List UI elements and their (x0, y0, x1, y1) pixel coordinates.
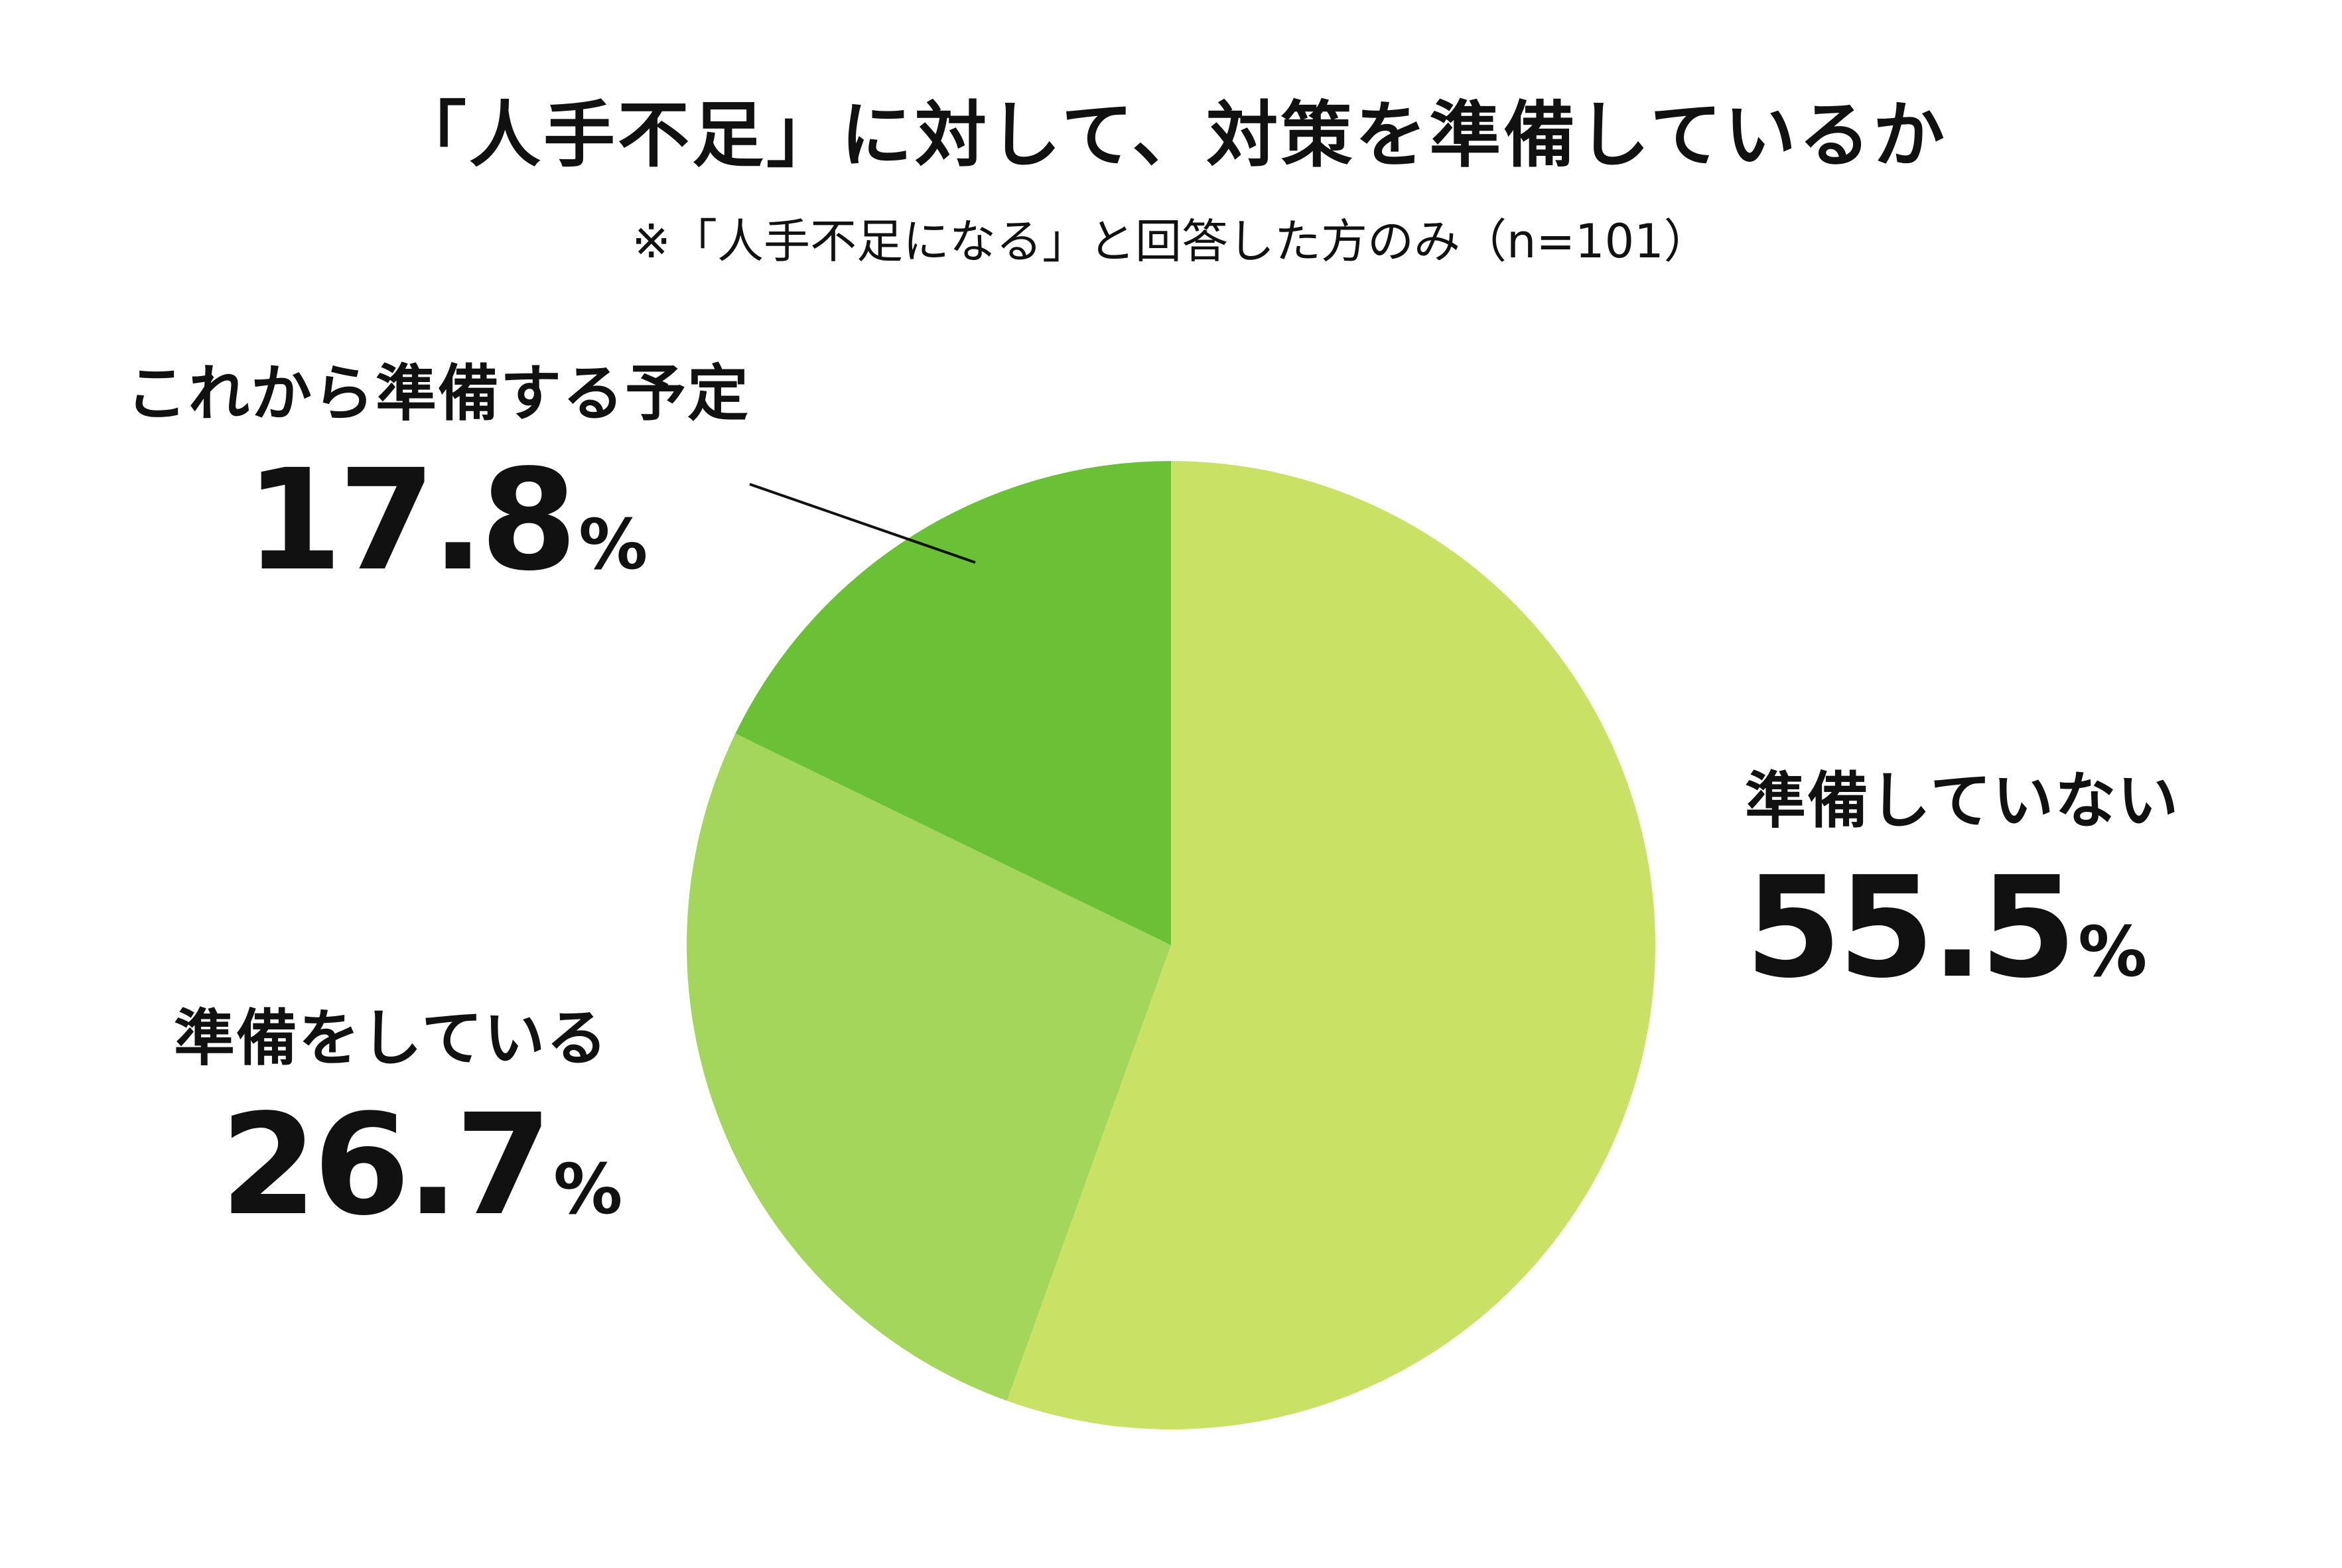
slice-label-not-prepared: 準備していない 55.5% (1745, 771, 2179, 998)
slice-value: 26.7% (220, 1096, 622, 1235)
slice-value-number: 55.5 (1745, 846, 2077, 1009)
slice-value-number: 17.8 (245, 439, 577, 602)
slice-value-unit: % (553, 1149, 623, 1230)
slice-name: これから準備する予定 (126, 358, 750, 429)
slice-value: 17.8% (245, 451, 750, 590)
slice-preparing (686, 733, 1171, 1401)
slice-not-prepared (1006, 461, 1655, 1429)
slice-value-unit: % (579, 504, 648, 585)
slice-label-preparing: 準備をしている 26.7% (174, 1008, 622, 1235)
chart-subtitle: ※「人手不足になる」と回答した方のみ（n=101） (632, 214, 1710, 269)
slice-value-unit: % (2078, 911, 2148, 992)
slice-value: 55.5% (1745, 858, 2179, 998)
slice-name: 準備していない (1745, 765, 2180, 836)
slice-planned (735, 461, 1171, 945)
slice-value-number: 26.7 (220, 1084, 552, 1246)
chart-title: 「人手不足」に対して、対策を準備しているか (394, 94, 1948, 177)
slice-label-planned: これから準備する予定 17.8% (126, 363, 750, 590)
leader-line-planned (749, 483, 976, 564)
slice-name: 準備をしている (174, 1003, 609, 1074)
